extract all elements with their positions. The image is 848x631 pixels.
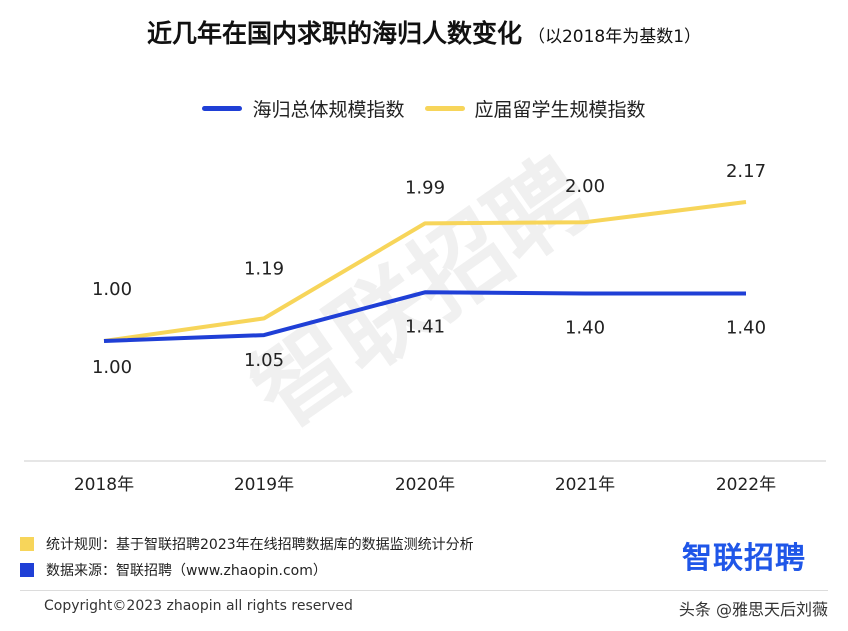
chart-title: 近几年在国内求职的海归人数变化 （以2018年为基数1） (0, 14, 848, 50)
footer-source-row: 数据来源：智联招聘（www.zhaopin.com） (20, 560, 327, 580)
zhaopin-logo: 智联招聘 (682, 541, 806, 576)
data-label-overall: 1.40 (565, 318, 605, 339)
footer-rule-text: 统计规则：基于智联招聘2023年在线招聘数据库的数据监测统计分析 (46, 537, 474, 553)
x-tick-label: 2019年 (234, 475, 294, 495)
series-line-graduates (103, 200, 747, 343)
x-tick-label: 2020年 (395, 475, 455, 495)
x-tick-label: 2021年 (555, 475, 615, 495)
chart-legend: 海归总体规模指数 应届留学生规模指数 (0, 95, 848, 122)
legend-item-graduates: 应届留学生规模指数 (424, 95, 646, 122)
line-chart: 智联招聘 1.00 1.051.41 1.40 1.401.001.191.99 2.0… (24, 137, 826, 495)
series-line-overall (103, 290, 746, 343)
legend-swatch-overall (202, 106, 243, 111)
data-label-graduates: 2.00 (565, 176, 605, 197)
data-label-overall: 1.00 (92, 357, 132, 378)
legend-swatch-graduates (424, 106, 465, 111)
x-tick-label: 2022年 (716, 475, 776, 495)
x-tick-label: 2018年 (74, 475, 134, 495)
chart-title-main: 近几年在国内求职的海归人数变化 (146, 19, 522, 48)
legend-item-overall: 海归总体规模指数 (202, 95, 405, 122)
legend-label-graduates: 应届留学生规模指数 (474, 99, 646, 121)
data-label-overall: 1.41 (405, 316, 445, 337)
chart-subtitle: （以2018年为基数1） (527, 27, 702, 47)
data-label-graduates: 1.00 (92, 279, 132, 300)
source-tag: 头条 @雅思天后刘薇 (678, 600, 828, 619)
footer-rule-swatch (20, 537, 34, 551)
copyright-text: Copyright©2023 zhaopin all rights reserv… (44, 598, 353, 614)
legend-label-overall: 海归总体规模指数 (252, 99, 405, 121)
data-label-graduates: 2.17 (726, 161, 766, 182)
footer-divider (20, 590, 828, 591)
footer-source-text: 数据来源：智联招聘（www.zhaopin.com） (46, 563, 327, 579)
data-label-overall: 1.40 (726, 318, 766, 339)
data-label-overall: 1.05 (244, 350, 284, 371)
data-label-graduates: 1.99 (405, 177, 445, 198)
footer-source-swatch (20, 563, 34, 577)
data-label-graduates: 1.19 (244, 258, 284, 279)
footer-rule-row: 统计规则：基于智联招聘2023年在线招聘数据库的数据监测统计分析 (20, 534, 474, 554)
